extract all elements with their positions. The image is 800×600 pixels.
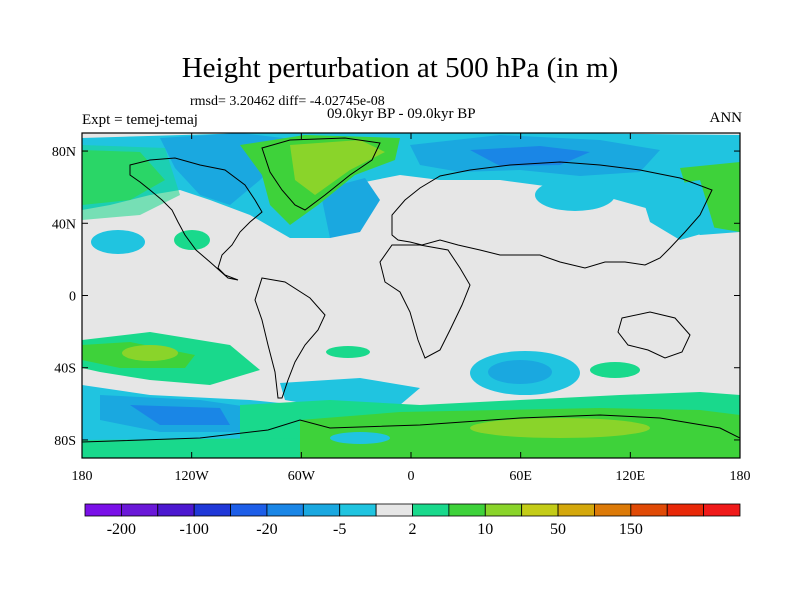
anomaly-region — [82, 438, 300, 458]
colorbar-label: -20 — [256, 521, 277, 538]
rmsd-diff-stats: rmsd= 3.20462 diff= -4.02745e-08 — [190, 94, 385, 109]
lat-tick-label: 0 — [69, 290, 76, 305]
lon-tick-label: 0 — [408, 469, 415, 484]
coastline-antarctica — [82, 414, 740, 443]
colorbar-swatch — [557, 503, 595, 517]
colorbar-labels: -200 -100 -20 -5 2 10 50 150 — [107, 521, 643, 538]
anomaly-region — [470, 418, 650, 438]
anomaly-region — [130, 405, 230, 425]
experiment-label: Expt = temej-temaj — [82, 112, 198, 128]
colorbar — [84, 503, 741, 517]
anomaly-region — [488, 360, 552, 384]
colorbar-swatch — [484, 503, 523, 517]
colorbar-label: 2 — [409, 521, 417, 538]
colorbar-swatch — [630, 503, 668, 517]
anomaly-region — [82, 145, 180, 220]
colorbar-label: 10 — [477, 521, 493, 538]
anomaly-region — [122, 345, 178, 361]
anomaly-region — [470, 146, 590, 166]
map-area — [82, 133, 740, 458]
colorbar-swatch — [375, 503, 413, 517]
lon-tick-label: 60E — [509, 469, 532, 484]
period-label: 09.0kyr BP - 09.0kyr BP — [327, 106, 476, 122]
anomaly-region — [91, 230, 145, 254]
lon-tick-label: 120W — [175, 469, 210, 484]
colorbar-swatch — [412, 503, 450, 517]
lon-tick-label: 60W — [288, 469, 316, 484]
coastline-greenland — [261, 137, 381, 211]
anomaly-shading — [82, 133, 740, 458]
colorbar-swatch — [193, 503, 231, 517]
season-label: ANN — [709, 110, 743, 126]
colorbar-label: -5 — [333, 521, 346, 538]
colorbar-swatch — [84, 503, 122, 517]
lon-tick-label: 180 — [730, 469, 751, 484]
map-title: Height perturbation at 500 hPa (in m) — [181, 52, 619, 84]
longitude-axis: 180 120W 60W 0 60E 120E 180 — [72, 133, 751, 484]
colorbar-swatch — [448, 503, 486, 517]
colorbar-swatch — [594, 503, 632, 517]
lat-tick-label: 40N — [52, 217, 76, 232]
coastlines — [82, 137, 740, 443]
colorbar-swatch — [339, 503, 377, 517]
anomaly-region — [590, 362, 640, 378]
lon-tick-label: 180 — [72, 469, 93, 484]
colorbar-swatch — [120, 503, 159, 517]
anomaly-region — [680, 162, 740, 232]
lat-tick-label: 80N — [52, 145, 76, 160]
colorbar-swatch — [521, 503, 559, 517]
colorbar-swatch — [302, 503, 341, 517]
colorbar-swatch — [266, 503, 304, 517]
anomaly-region — [535, 179, 615, 211]
anomaly-region — [330, 432, 390, 444]
anomaly-region — [326, 346, 370, 358]
coastline-africa — [379, 244, 471, 359]
colorbar-label: -100 — [180, 521, 209, 538]
lat-tick-label: 80S — [54, 434, 76, 449]
coastline-south-america — [254, 277, 326, 399]
colorbar-swatch — [157, 503, 195, 517]
colorbar-swatch — [666, 503, 705, 517]
anomaly-region — [320, 178, 380, 238]
lon-tick-label: 120E — [616, 469, 646, 484]
colorbar-label: -200 — [107, 521, 136, 538]
coastline-australia — [617, 311, 691, 359]
coastline-north-america — [129, 157, 263, 281]
anomaly-region — [640, 180, 715, 240]
colorbar-label: 150 — [619, 521, 643, 538]
colorbar-swatch — [703, 503, 741, 517]
anomaly-region — [280, 378, 420, 408]
anomaly-region — [290, 140, 385, 195]
colorbar-swatch — [230, 503, 268, 517]
lat-tick-label: 40S — [54, 362, 76, 377]
colorbar-label: 50 — [550, 521, 566, 538]
coastline-eurasia — [391, 161, 713, 269]
latitude-axis: 80N 40N 0 40S 80S — [52, 145, 740, 449]
anomaly-region — [174, 230, 210, 250]
